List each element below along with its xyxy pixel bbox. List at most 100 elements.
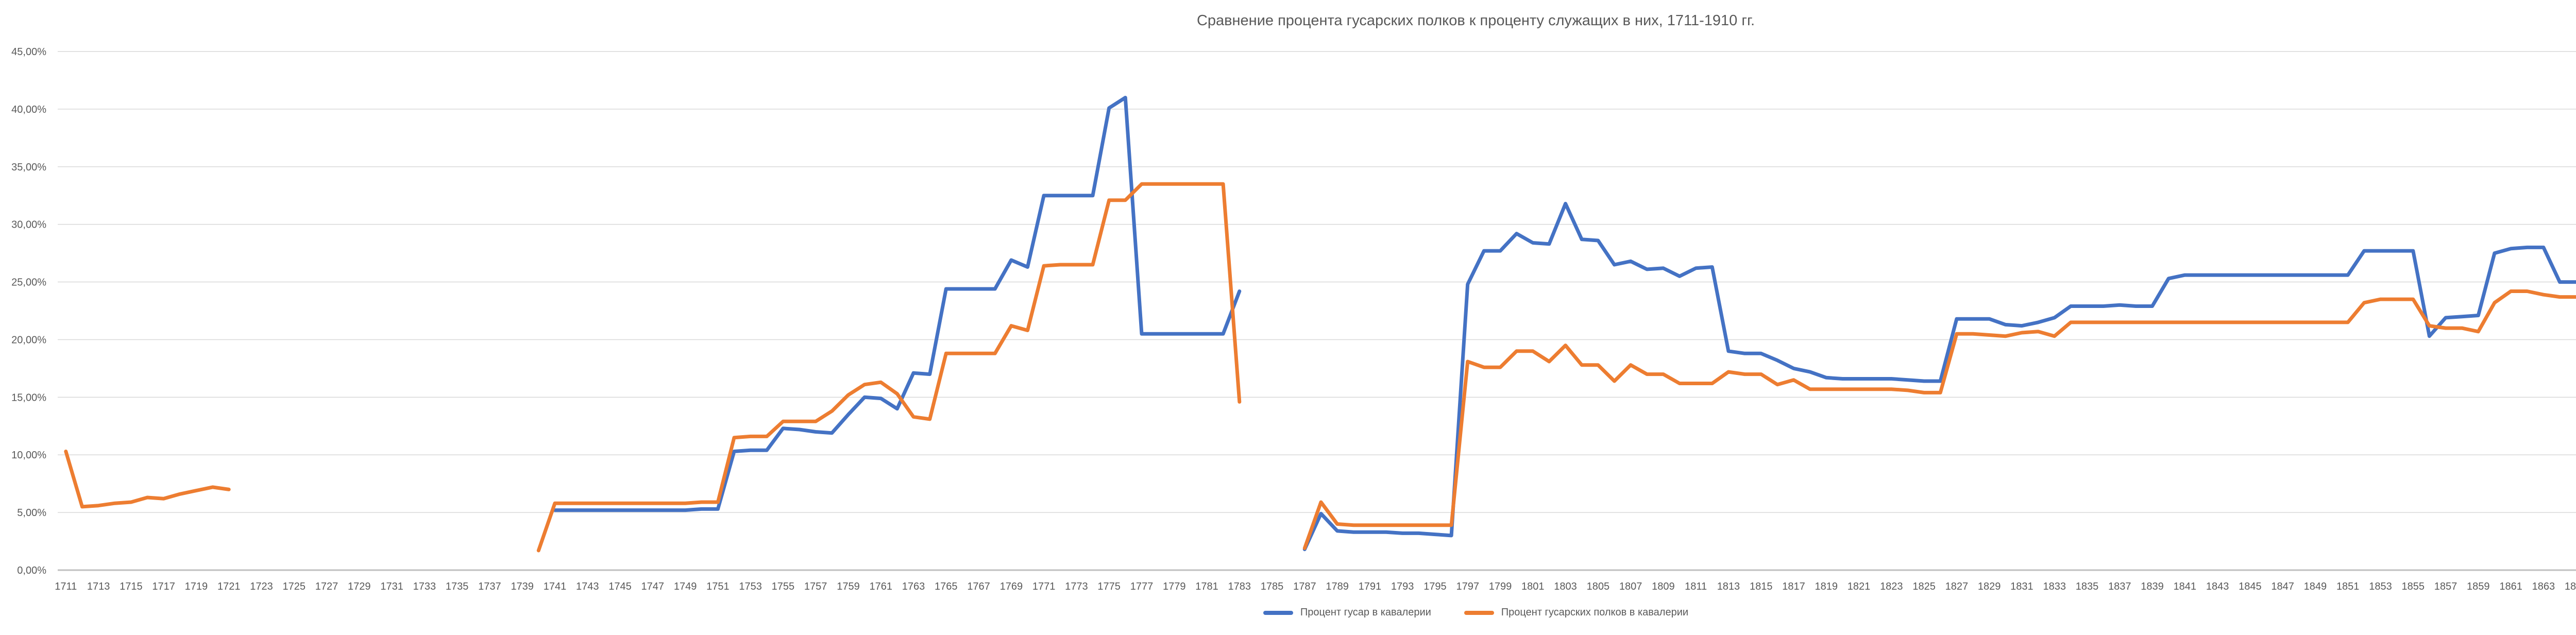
y-tick-label: 10,00% xyxy=(11,450,46,461)
y-tick-label: 30,00% xyxy=(11,219,46,231)
x-tick-label: 1807 xyxy=(1619,581,1642,592)
gridlines xyxy=(58,51,2576,571)
x-tick-label: 1735 xyxy=(446,581,469,592)
x-tick-label: 1773 xyxy=(1065,581,1088,592)
y-axis-labels: 0,00% 5,00% 10,00% 15,00% 20,00% 25,00% 30,00%… xyxy=(11,46,46,576)
chart-title: Сравнение процента гусарских полков к пр… xyxy=(1196,12,1755,29)
x-tick-label: 1797 xyxy=(1456,581,1479,592)
legend-line-sample-orange xyxy=(1464,610,1494,615)
x-tick-label: 1829 xyxy=(1978,581,2001,592)
x-tick-label: 1749 xyxy=(674,581,697,592)
legend: Процент гусар в кавалерии Процент гусарс… xyxy=(0,607,2576,619)
x-tick-label: 1809 xyxy=(1652,581,1675,592)
x-tick-label: 1719 xyxy=(185,581,208,592)
x-tick-label: 1737 xyxy=(478,581,501,592)
x-tick-label: 1717 xyxy=(152,581,175,592)
x-tick-label: 1755 xyxy=(772,581,795,592)
x-tick-label: 1845 xyxy=(2239,581,2262,592)
y-tick-label: 40,00% xyxy=(11,104,46,115)
x-tick-label: 1791 xyxy=(1359,581,1382,592)
x-tick-label: 1785 xyxy=(1261,581,1284,592)
x-tick-label: 1725 xyxy=(283,581,306,592)
x-tick-label: 1849 xyxy=(2304,581,2327,592)
series-line-husars-percent[interactable] xyxy=(553,96,2576,552)
x-tick-label: 1753 xyxy=(739,581,762,592)
x-tick-label: 1837 xyxy=(2108,581,2131,592)
y-tick-label: 0,00% xyxy=(17,565,46,576)
x-tick-label: 1803 xyxy=(1554,581,1577,592)
x-tick-label: 1853 xyxy=(2369,581,2392,592)
x-tick-label: 1729 xyxy=(348,581,371,592)
x-tick-label: 1859 xyxy=(2467,581,2490,592)
y-tick-label: 5,00% xyxy=(17,507,46,519)
y-tick-label: 35,00% xyxy=(11,162,46,173)
x-tick-label: 1831 xyxy=(2010,581,2033,592)
x-tick-label: 1865 xyxy=(2565,581,2576,592)
x-tick-label: 1747 xyxy=(641,581,665,592)
x-tick-label: 1819 xyxy=(1815,581,1838,592)
x-tick-label: 1767 xyxy=(967,581,990,592)
x-tick-label: 1783 xyxy=(1228,581,1251,592)
y-tick-label: 45,00% xyxy=(11,46,46,58)
x-tick-label: 1833 xyxy=(2043,581,2066,592)
x-tick-label: 1779 xyxy=(1163,581,1186,592)
x-tick-label: 1723 xyxy=(250,581,273,592)
x-axis-labels: 1711 1713 1715 1717 1719 1721 1723 1725 1727 1729… xyxy=(55,581,2576,592)
x-tick-label: 1757 xyxy=(804,581,827,592)
x-tick-label: 1741 xyxy=(544,581,567,592)
x-tick-label: 1823 xyxy=(1880,581,1903,592)
x-tick-label: 1811 xyxy=(1685,581,1707,592)
y-tick-label: 15,00% xyxy=(11,392,46,403)
legend-label: Процент гусарских полков в кавалерии xyxy=(1501,607,1689,618)
legend-item-regiments-percent[interactable]: Процент гусарских полков в кавалерии xyxy=(1464,607,1688,619)
x-tick-label: 1857 xyxy=(2434,581,2458,592)
x-tick-label: 1715 xyxy=(120,581,143,592)
x-tick-label: 1777 xyxy=(1130,581,1154,592)
x-tick-label: 1863 xyxy=(2532,581,2555,592)
x-tick-label: 1761 xyxy=(869,581,892,592)
x-tick-label: 1751 xyxy=(706,581,730,592)
x-tick-label: 1855 xyxy=(2402,581,2425,592)
x-tick-label: 1827 xyxy=(1945,581,1969,592)
x-tick-label: 1711 xyxy=(55,581,77,592)
legend-line-sample-blue xyxy=(1263,610,1293,615)
x-tick-label: 1721 xyxy=(217,581,241,592)
x-tick-label: 1769 xyxy=(1000,581,1023,592)
x-tick-label: 1731 xyxy=(380,581,403,592)
x-tick-label: 1789 xyxy=(1326,581,1349,592)
x-tick-label: 1805 xyxy=(1587,581,1610,592)
x-tick-label: 1813 xyxy=(1717,581,1740,592)
y-tick-label: 25,00% xyxy=(11,277,46,288)
series-line-regiments-percent[interactable] xyxy=(64,182,2576,553)
x-tick-label: 1861 xyxy=(2499,581,2522,592)
x-tick-label: 1713 xyxy=(87,581,110,592)
x-tick-label: 1775 xyxy=(1097,581,1121,592)
x-tick-label: 1787 xyxy=(1293,581,1316,592)
x-tick-label: 1825 xyxy=(1912,581,1936,592)
x-tick-label: 1763 xyxy=(902,581,925,592)
x-tick-label: 1795 xyxy=(1423,581,1447,592)
x-tick-label: 1743 xyxy=(576,581,599,592)
x-tick-label: 1727 xyxy=(315,581,338,592)
x-tick-label: 1847 xyxy=(2271,581,2294,592)
x-tick-label: 1745 xyxy=(608,581,632,592)
x-tick-label: 1843 xyxy=(2206,581,2229,592)
x-tick-label: 1851 xyxy=(2336,581,2360,592)
x-tick-label: 1839 xyxy=(2141,581,2164,592)
x-tick-label: 1821 xyxy=(1848,581,1871,592)
x-tick-label: 1771 xyxy=(1032,581,1056,592)
legend-item-husars-percent[interactable]: Процент гусар в кавалерии xyxy=(1263,607,1431,619)
x-tick-label: 1841 xyxy=(2174,581,2197,592)
x-tick-label: 1801 xyxy=(1521,581,1545,592)
x-tick-label: 1815 xyxy=(1750,581,1773,592)
x-tick-label: 1817 xyxy=(1782,581,1805,592)
x-tick-label: 1781 xyxy=(1195,581,1218,592)
legend-label: Процент гусар в кавалерии xyxy=(1300,607,1431,618)
x-tick-label: 1835 xyxy=(2076,581,2099,592)
y-tick-label: 20,00% xyxy=(11,334,46,346)
x-tick-label: 1765 xyxy=(935,581,958,592)
x-tick-label: 1759 xyxy=(837,581,860,592)
x-tick-label: 1793 xyxy=(1391,581,1414,592)
x-tick-label: 1799 xyxy=(1489,581,1512,592)
